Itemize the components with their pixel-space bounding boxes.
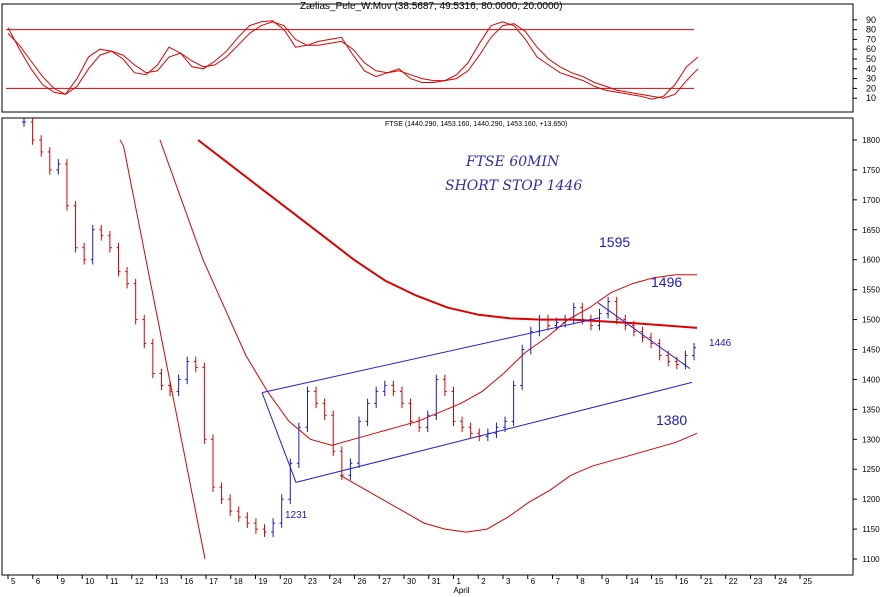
x-tick-label: 9 xyxy=(61,577,66,586)
note-line-1: FTSE 60MIN xyxy=(466,154,560,170)
price-y-tick-label: 1400 xyxy=(862,375,880,384)
price-y-tick-label: 1250 xyxy=(862,465,880,474)
x-tick-label: 6 xyxy=(36,577,41,586)
indicator-series-line-1 xyxy=(7,20,699,100)
price-y-tick-label: 1600 xyxy=(862,256,880,265)
price-y-tick-label: 1500 xyxy=(862,316,880,325)
price-y-tick-label: 1150 xyxy=(862,525,880,534)
indicator-y-tick-label: 50 xyxy=(866,54,876,64)
x-tick-label: 7 xyxy=(556,577,561,586)
indicator-y-tick-label: 40 xyxy=(866,64,876,74)
x-tick-label: 25 xyxy=(803,577,812,586)
x-tick-label: 10 xyxy=(85,577,94,586)
level-1496-label: 1496 xyxy=(651,274,683,290)
level-1595-label: 1595 xyxy=(599,234,631,250)
indicator-y-tick-label: 10 xyxy=(866,93,876,103)
x-tick-label: 18 xyxy=(234,577,243,586)
x-tick-label: 31 xyxy=(432,577,441,586)
price-y-tick-label: 1300 xyxy=(862,435,880,444)
envelope-line-upper xyxy=(159,139,697,446)
price-y-tick-label: 1650 xyxy=(862,226,880,235)
x-tick-label: 23 xyxy=(754,577,763,586)
moving-average-line xyxy=(197,139,698,329)
x-tick-label: 8 xyxy=(580,577,585,586)
price-y-tick-label: 1700 xyxy=(862,196,880,205)
x-tick-label: 12 xyxy=(135,577,144,586)
indicator-y-tick-label: 70 xyxy=(866,34,876,44)
x-tick-label: 9 xyxy=(605,577,610,586)
price-y-tick-label: 1800 xyxy=(862,136,880,145)
price-y-tick-label: 1750 xyxy=(862,166,880,175)
price-y-tick-label: 1100 xyxy=(862,555,880,564)
x-tick-label: 20 xyxy=(283,577,292,586)
price-y-tick-label: 1550 xyxy=(862,286,880,295)
indicator-y-tick-label: 60 xyxy=(866,44,876,54)
x-tick-label: 19 xyxy=(259,577,268,586)
x-tick-label: 14 xyxy=(630,577,639,586)
indicator-y-tick-label: 90 xyxy=(866,15,876,25)
x-tick-label: 16 xyxy=(679,577,688,586)
indicator-panel-frame xyxy=(1,3,854,113)
x-tick-label: 3 xyxy=(506,577,511,586)
level-1446-label: 1446 xyxy=(709,338,732,349)
price-panel-frame xyxy=(1,117,854,576)
x-tick-label: 13 xyxy=(160,577,169,586)
x-tick-label: 17 xyxy=(209,577,218,586)
x-tick-label: 26 xyxy=(358,577,367,586)
x-tick-label: 11 xyxy=(110,577,119,586)
indicator-y-tick-label: 20 xyxy=(866,83,876,93)
x-tick-label: 30 xyxy=(407,577,416,586)
x-subtitle-april: April xyxy=(454,586,470,595)
x-tick-label: 15 xyxy=(655,577,664,586)
trendline-connector xyxy=(261,392,297,483)
trendline-2 xyxy=(295,381,693,483)
note-line-2: SHORT STOP 1446 xyxy=(445,178,583,194)
indicator-y-tick-label: 80 xyxy=(866,25,876,35)
x-tick-label: 24 xyxy=(333,577,342,586)
x-tick-label: 6 xyxy=(531,577,536,586)
price-y-tick-label: 1450 xyxy=(862,345,880,354)
x-tick-label: 23 xyxy=(308,577,317,586)
x-tick-label: 24 xyxy=(778,577,787,586)
indicator-y-tick-label: 30 xyxy=(866,74,876,84)
indicator-title: Zælias_Pele_W.Mov (38.5687, 49.5316, 80.… xyxy=(300,1,563,12)
price-y-tick-label: 1200 xyxy=(862,495,880,504)
level-1231-label: 1231 xyxy=(285,510,308,521)
x-tick-label: 27 xyxy=(382,577,391,586)
envelope-line-lower xyxy=(339,432,698,533)
trendline-3 xyxy=(597,302,691,370)
x-tick-label: 22 xyxy=(729,577,738,586)
price-header: FTSE (1440.290, 1453.160, 1440.290, 1453… xyxy=(385,121,568,128)
x-tick-label: 16 xyxy=(184,577,193,586)
x-tick-label: 1 xyxy=(457,577,462,586)
x-tick-label: 5 xyxy=(11,577,16,586)
price-y-tick-label: 1350 xyxy=(862,405,880,414)
trendline-1 xyxy=(261,317,601,394)
indicator-series-line-2 xyxy=(7,21,699,99)
envelope-line-steep xyxy=(119,139,206,560)
x-tick-label: 2 xyxy=(481,577,486,586)
level-1380-label: 1380 xyxy=(656,412,688,428)
x-tick-label: 21 xyxy=(704,577,713,586)
